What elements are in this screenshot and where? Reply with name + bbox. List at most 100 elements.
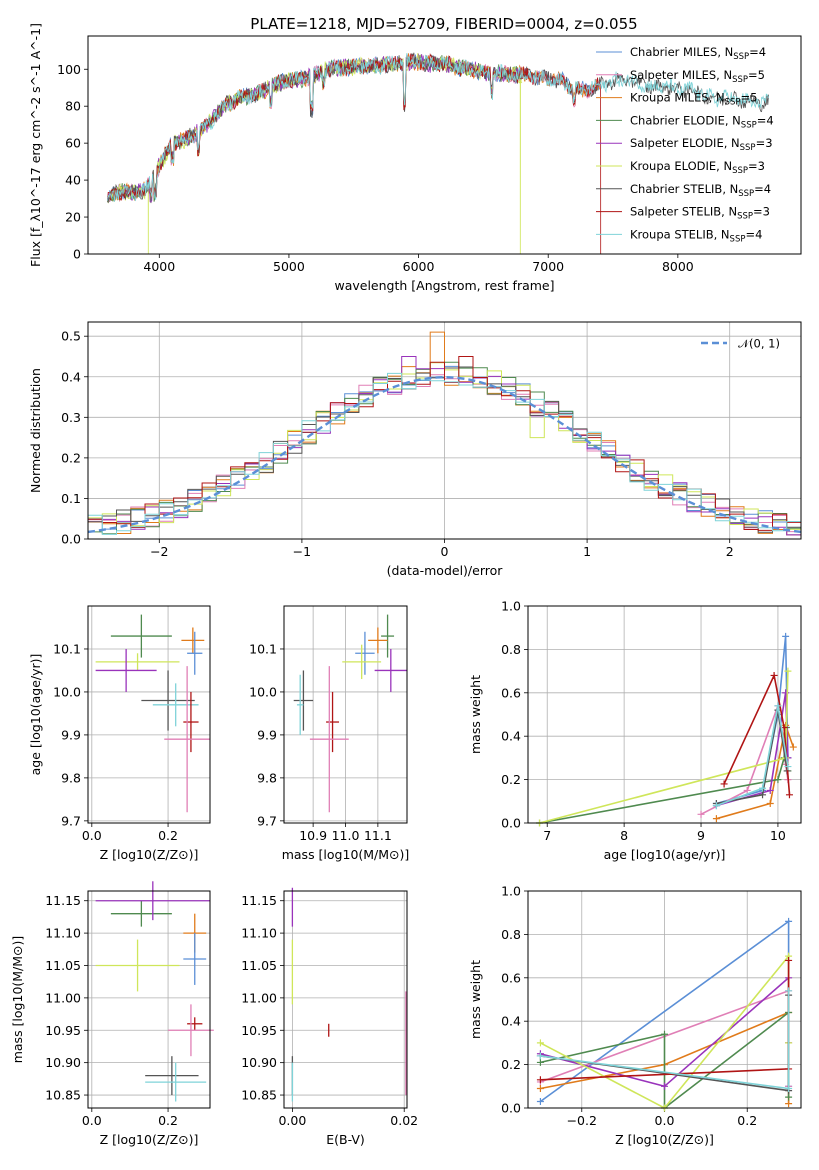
- spectrum-series-kroupa_stelib: [107, 52, 769, 202]
- y-tick-label: 9.7: [61, 813, 81, 828]
- weight-line-kroupa_stelib: [716, 705, 789, 807]
- spectrum-series-salpeter_stelib: [107, 53, 602, 254]
- x-tick-label: 9: [697, 828, 705, 843]
- y-tick-label: 9.9: [61, 727, 81, 742]
- x-axis-label: Z [log10(Z/Z⊙)]: [100, 847, 199, 862]
- x-tick-label: 0.0: [655, 1113, 675, 1128]
- weight-marker: [759, 791, 767, 799]
- weight-marker: [697, 810, 705, 818]
- y-axis-label: Normed distribution: [28, 368, 43, 493]
- weight-marker: [785, 987, 793, 995]
- weight-marker: [770, 671, 778, 679]
- axes-frame: [87, 605, 211, 824]
- weight-marker: [782, 632, 790, 640]
- x-tick-label: 10.9: [299, 828, 327, 843]
- y-tick-label: 11.00: [45, 990, 81, 1005]
- weight-marker: [766, 799, 774, 807]
- weight-marker: [536, 1097, 544, 1105]
- y-tick-label: 10.90: [45, 1055, 81, 1070]
- legend-label: Kroupa MILES, NSSP=5: [630, 91, 757, 108]
- x-tick-label: 4000: [143, 259, 175, 274]
- weight-marker: [766, 786, 774, 794]
- y-axis-label: Flux [f_λ10^-17 erg cm^-2 s^-1 A^-1]: [28, 23, 43, 267]
- y-tick-label: 9.7: [257, 813, 277, 828]
- y-axis-label: mass weight: [468, 960, 483, 1039]
- x-axis-label: E(B-V): [326, 1132, 365, 1147]
- y-tick-label: 10.0: [53, 684, 81, 699]
- x-tick-label: 7000: [532, 259, 564, 274]
- weight-marker: [774, 702, 782, 710]
- y-tick-label: 11.05: [241, 958, 277, 973]
- legend-label: Chabrier STELIB, NSSP=4: [630, 182, 771, 199]
- weight-marker: [785, 1084, 793, 1092]
- weight-marker: [712, 815, 720, 823]
- axes-frame: [283, 890, 408, 1109]
- y-tick-label: 10.85: [45, 1088, 81, 1103]
- x-tick-label: 0.0: [82, 828, 102, 843]
- y-tick-label: 1.0: [501, 599, 521, 614]
- weight-marker: [785, 956, 793, 964]
- y-tick-label: 0.0: [501, 1101, 521, 1116]
- legend-label: Salpeter STELIB, NSSP=3: [630, 205, 770, 222]
- y-tick-label: 0.2: [501, 1057, 521, 1072]
- x-tick-label: 7: [543, 828, 551, 843]
- residuals-panel: −2 −1 0 1 2 0.0 0.1 0.2 0.3 0.4 0.5 (data-model)/er…: [28, 321, 802, 578]
- x-tick-label: −0.2: [567, 1113, 597, 1128]
- x-tick-label: 0: [441, 544, 449, 559]
- axes-frame: [527, 890, 802, 1109]
- x-tick-label: 0.2: [158, 1113, 178, 1128]
- weight-marker: [712, 802, 720, 810]
- y-tick-label: 0: [73, 247, 81, 262]
- x-tick-label: 10: [770, 828, 786, 843]
- y-tick-label: 10.95: [45, 1023, 81, 1038]
- y-tick-label: 0.4: [501, 1014, 521, 1029]
- y-tick-label: 40: [65, 173, 81, 188]
- weight-marker: [785, 1093, 793, 1101]
- y-tick-label: 11.05: [45, 958, 81, 973]
- x-axis-label: mass [log10(M/M⊙)]: [282, 847, 410, 862]
- weight-marker: [536, 1052, 544, 1060]
- y-tick-label: 0.6: [501, 970, 521, 985]
- axes-frame: [87, 35, 802, 255]
- weight-marker: [720, 780, 728, 788]
- weight-marker: [661, 1082, 668, 1090]
- weight-marker: [789, 743, 797, 751]
- y-tick-label: 10.0: [249, 684, 277, 699]
- x-tick-label: 0.02: [390, 1113, 418, 1128]
- x-tick-label: 11.1: [364, 828, 392, 843]
- x-tick-label: 8000: [662, 259, 694, 274]
- weight-vs-Z-panel: −0.2 0.0 0.2 0.0 0.2 0.4 0.6 0.8 1.0 Z [log10(Z/Z…: [468, 884, 802, 1147]
- y-tick-label: 0.0: [501, 816, 521, 831]
- axes-frame: [87, 890, 211, 1109]
- y-tick-label: 0.5: [61, 329, 81, 344]
- y-tick-label: 0.8: [501, 642, 521, 657]
- y-tick-label: 0.1: [61, 491, 81, 506]
- y-tick-label: 0.6: [501, 685, 521, 700]
- axes-frame: [87, 321, 802, 540]
- weight-line-chabrier_stelib: [716, 710, 788, 805]
- x-tick-label: −1: [293, 544, 311, 559]
- x-axis-label: (data-model)/error: [387, 563, 504, 578]
- legend-label: Salpeter ELODIE, NSSP=3: [630, 136, 773, 153]
- x-axis-label: wavelength [Angstrom, rest frame]: [334, 278, 554, 293]
- y-tick-label: 9.9: [257, 727, 277, 742]
- y-tick-label: 60: [65, 136, 81, 151]
- y-tick-label: 0.8: [501, 927, 521, 942]
- x-tick-label: −2: [150, 544, 168, 559]
- y-tick-label: 0.2: [61, 450, 81, 465]
- mass-vs-ebv-panel: 0.00 0.02 10.85 10.90 10.95 11.00 11.05 11.10 11…: [241, 887, 418, 1147]
- weight-marker: [785, 917, 793, 925]
- weight-marker: [784, 667, 792, 675]
- x-tick-label: 5000: [273, 259, 305, 274]
- y-tick-label: 11.10: [45, 926, 81, 941]
- x-tick-label: 0.2: [158, 828, 178, 843]
- weight-marker: [536, 1058, 544, 1066]
- chart-title: PLATE=1218, MJD=52709, FIBERID=0004, z=0…: [250, 15, 637, 33]
- weight-marker: [536, 1076, 544, 1084]
- legend-label: Chabrier ELODIE, NSSP=4: [630, 113, 774, 130]
- y-tick-label: 0.4: [61, 369, 81, 384]
- x-tick-label: 2: [726, 544, 734, 559]
- y-tick-label: 1.0: [501, 884, 521, 899]
- age-vs-Z-panel: 0.0 0.2 9.7 9.8 9.9 10.0 10.1 Z [log10(Z/Z⊙)] ag…: [28, 605, 211, 862]
